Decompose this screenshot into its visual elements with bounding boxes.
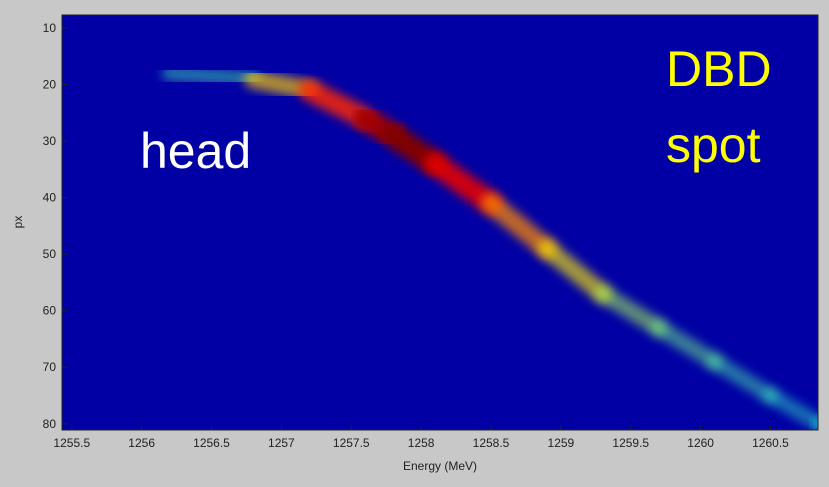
- intensity-cell: [423, 152, 503, 215]
- x-tick-label: 1257: [268, 436, 295, 450]
- x-tick-label: 1258: [408, 436, 435, 450]
- plot-frame: [61, 14, 819, 431]
- x-tick-label: 1257.5: [333, 436, 370, 450]
- x-tick-label: 1258.5: [473, 436, 510, 450]
- y-tick-label: 10: [43, 21, 57, 35]
- y-tick-label: 20: [43, 78, 57, 92]
- x-tick-label: 1256: [128, 436, 155, 450]
- intensity-cell: [650, 319, 723, 370]
- y-axis-label: px: [11, 216, 25, 229]
- heatmap-band: [161, 65, 818, 430]
- intensity-cell: [161, 65, 262, 87]
- y-tick-label: 40: [43, 191, 57, 205]
- plot-area: [62, 15, 818, 430]
- annotation: head: [140, 123, 251, 179]
- intensity-cell: [811, 416, 818, 430]
- intensity-cell: [537, 239, 613, 303]
- intensity-cell: [481, 193, 557, 259]
- y-tick-label: 30: [43, 134, 57, 148]
- x-tick-label: 1260: [687, 436, 714, 450]
- intensity-cell: [594, 285, 668, 337]
- annotation: DBD: [666, 41, 772, 97]
- x-tick-label: 1255.5: [53, 436, 90, 450]
- y-tick-label: 50: [43, 247, 57, 261]
- y-tick-label: 80: [43, 417, 57, 431]
- intensity-cell: [762, 387, 818, 430]
- x-tick-label: 1259.5: [612, 436, 649, 450]
- x-tick-label: 1256.5: [193, 436, 230, 450]
- y-tick-label: 70: [43, 360, 57, 374]
- x-axis-label: Energy (MeV): [403, 459, 477, 473]
- annotation: spot: [666, 117, 761, 173]
- x-tick-label: 1259: [548, 436, 575, 450]
- y-tick-label: 60: [43, 304, 57, 318]
- intensity-cell: [706, 353, 779, 404]
- x-tick-label: 1260.5: [752, 436, 789, 450]
